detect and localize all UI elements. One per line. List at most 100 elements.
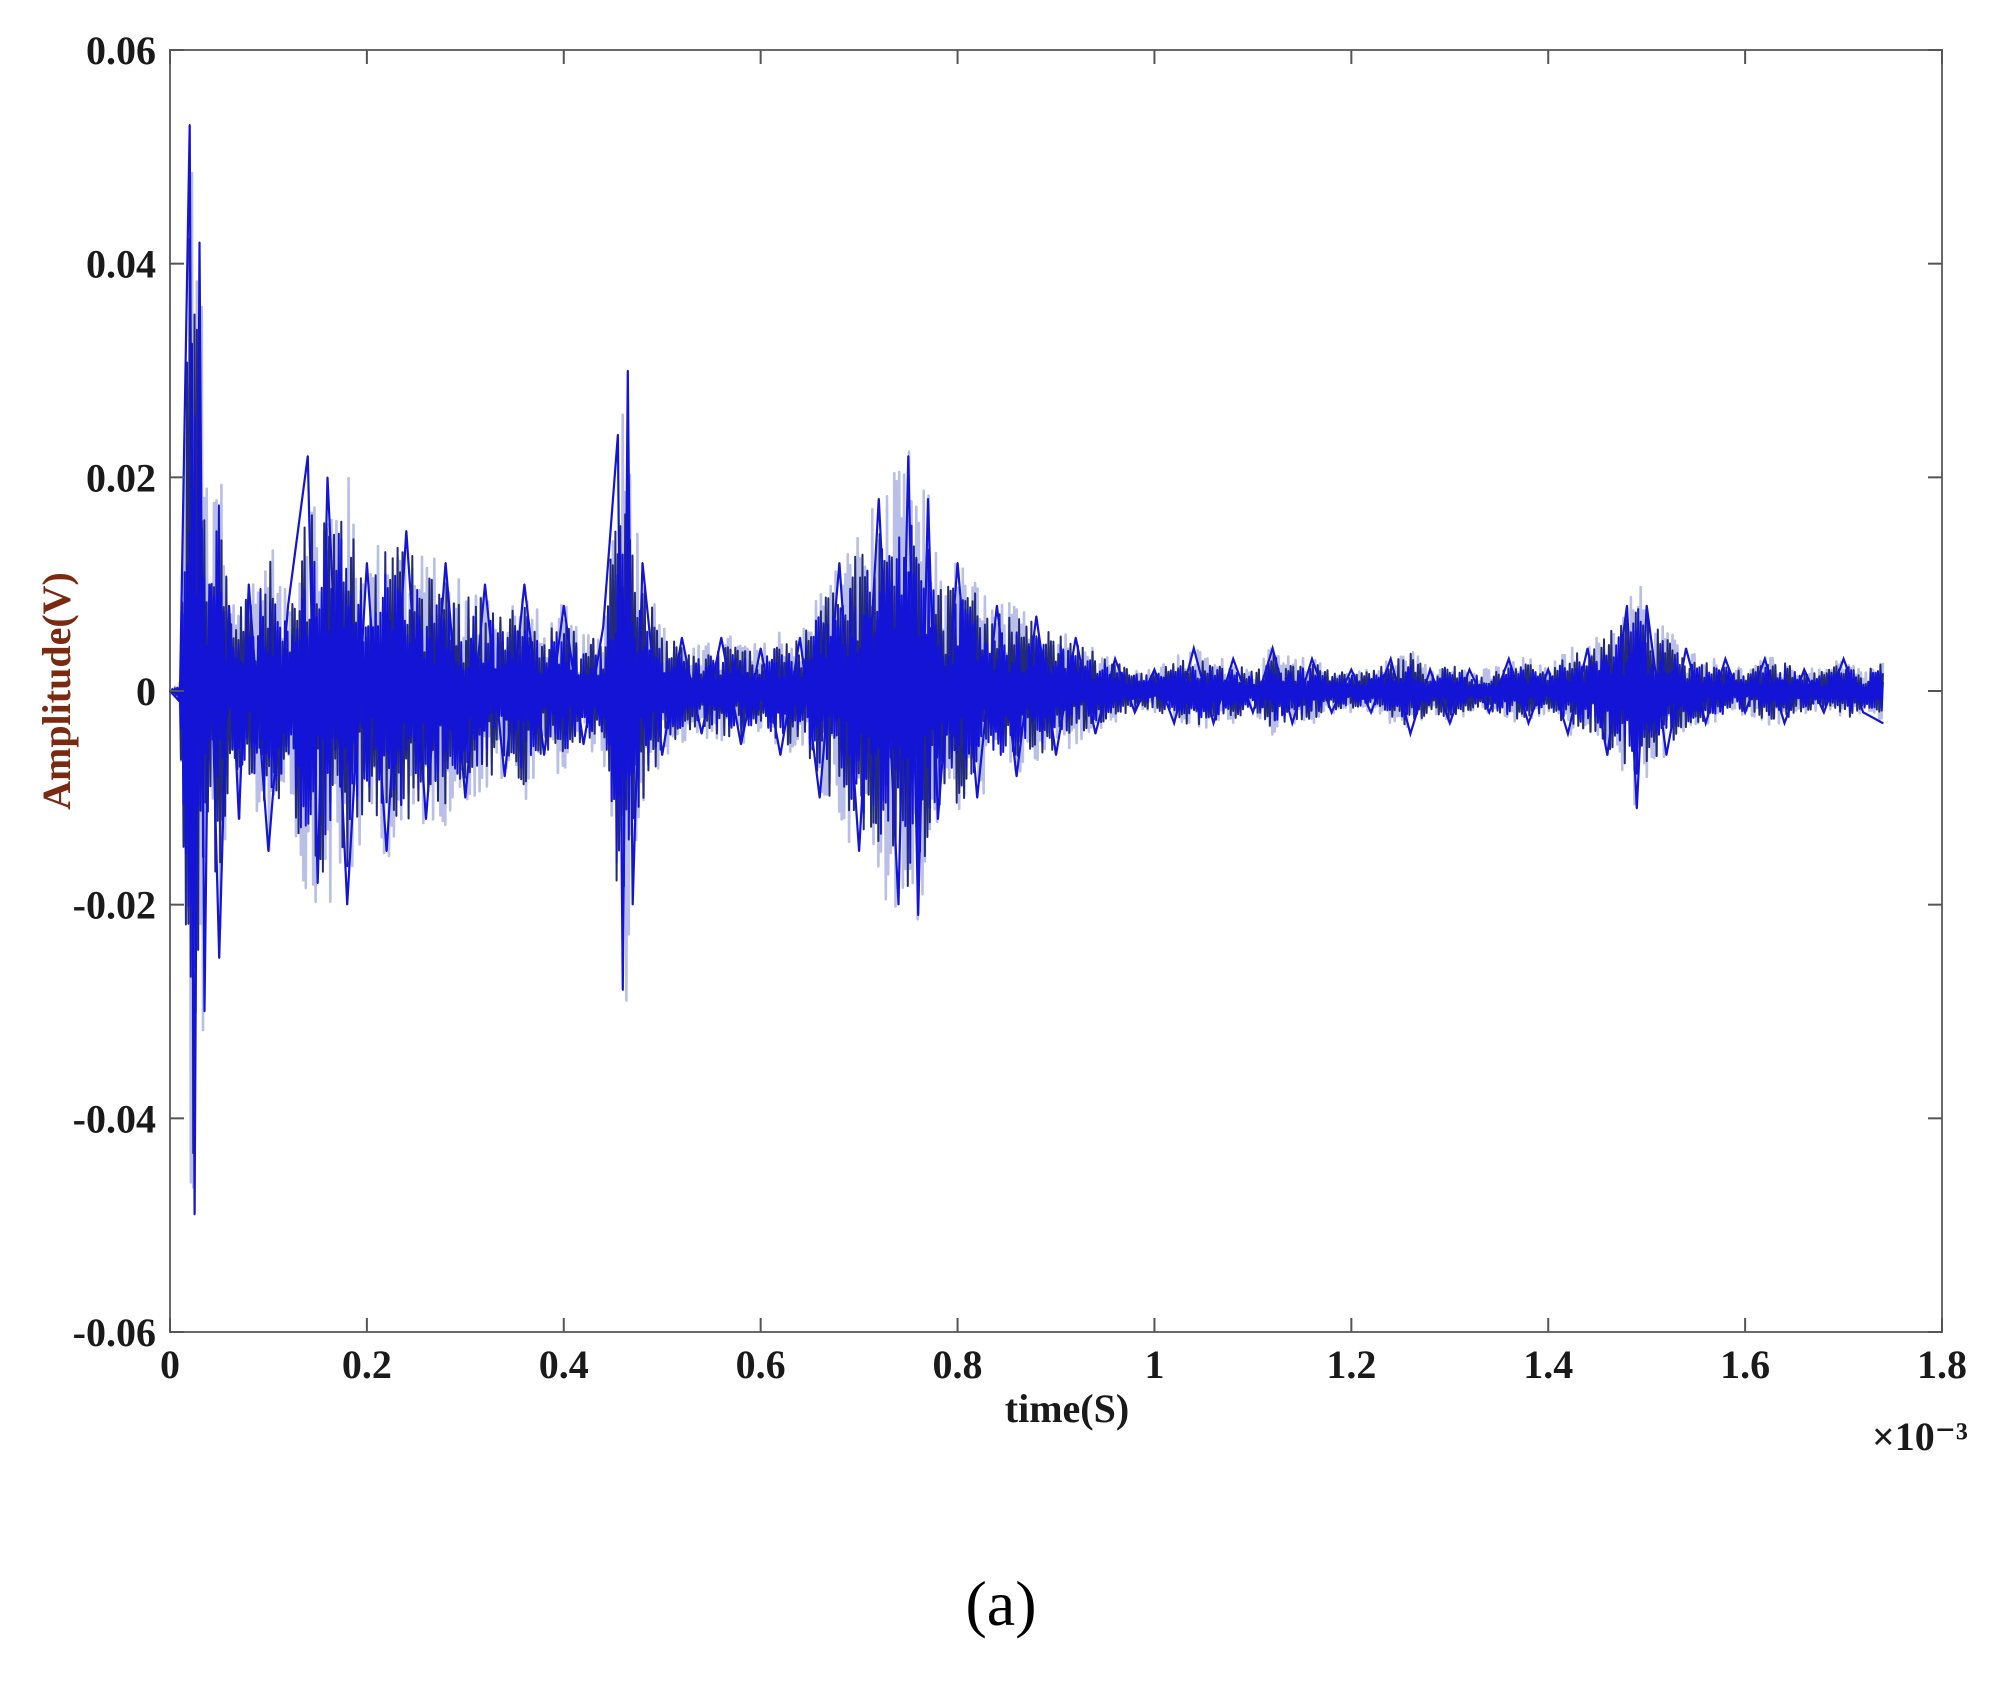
x-tick-label: 0.4: [539, 1342, 589, 1387]
signal-data-point: [1448, 722, 1451, 724]
signal-data-point: [779, 754, 782, 756]
y-tick-label: 0.04: [86, 242, 156, 287]
signal-data-point: [1074, 636, 1077, 639]
signal-data-point: [858, 850, 860, 853]
signal-data-point: [1252, 711, 1254, 714]
x-axis-label: time(S): [1005, 1386, 1129, 1431]
signal-data-point: [907, 455, 910, 457]
y-tick-labels: 0.06 0.04 0.02 0 -0.02 -0.04 -0.06: [73, 28, 156, 1355]
signal-data-point: [631, 903, 634, 906]
signal-data-point: [1370, 711, 1372, 714]
x-tick-label: 1: [1144, 1342, 1164, 1387]
y-tick-label: -0.02: [73, 883, 156, 928]
y-tick-label: -0.04: [73, 1096, 156, 1141]
x-tick-label: 1.4: [1523, 1342, 1573, 1387]
signal-data-point: [247, 583, 250, 585]
y-tick-label: 0.02: [86, 455, 156, 500]
signal-data-point: [1330, 711, 1333, 714]
signal-data-point: [1606, 754, 1609, 756]
signal-data-point: [1636, 807, 1638, 810]
signal-data-point: [405, 529, 408, 532]
signal-data-point: [218, 957, 221, 959]
signal-data-point: [267, 850, 270, 853]
axis-ticks: [169, 49, 1943, 1333]
signal-data-point: [700, 732, 703, 735]
signal-data-point: [1094, 732, 1097, 735]
signal-data-point: [1665, 754, 1668, 756]
signal-data-point: [346, 903, 349, 906]
signal-data-point: [238, 818, 240, 820]
signal-data-point: [622, 989, 624, 991]
signal-data-point: [1764, 658, 1766, 660]
signal-data-point: [1291, 722, 1294, 724]
x-tick-label: 1.2: [1326, 1342, 1376, 1387]
x-tick-labels: 0 0.2 0.4 0.6 0.8 1 1.2 1.4 1.6 1.8: [160, 1342, 1967, 1387]
signal-data-point: [1409, 732, 1412, 735]
signal-data-point: [523, 583, 526, 585]
signal-data-point: [287, 604, 289, 607]
x-tick-label: 1.8: [1917, 1342, 1967, 1387]
signal-data-point: [228, 604, 230, 607]
x-tick-label: 0.6: [736, 1342, 786, 1387]
signal-data-point: [193, 1213, 196, 1216]
signal-data-point: [188, 123, 191, 126]
signal-data-point: [198, 241, 201, 244]
signal-data-point: [1823, 711, 1825, 714]
signal-data-point: [976, 797, 979, 799]
signal-data-point: [838, 562, 841, 564]
signal-data-point: [385, 850, 388, 853]
signal-data-point: [878, 497, 880, 500]
signal-series-layer: [169, 123, 1884, 1216]
signal-data-point: [1311, 658, 1313, 660]
signal-data-point: [641, 562, 644, 564]
y-tick-label: -0.06: [73, 1310, 156, 1355]
signal-data-point: [1271, 647, 1274, 650]
signal-data-point: [1645, 604, 1648, 607]
signal-data-point: [1055, 754, 1057, 756]
signal-data-point: [897, 903, 900, 906]
signal-data-point: [1704, 722, 1707, 724]
y-axis-label: Amplitude(V): [34, 572, 79, 810]
signal-data-point: [917, 914, 919, 917]
signal-data-point: [484, 583, 486, 585]
signal-data-point: [996, 604, 998, 607]
signal-data-point: [759, 647, 762, 650]
signal-data-point: [799, 636, 801, 639]
signal-data-point: [366, 562, 368, 564]
signal-data-point: [956, 562, 959, 564]
signal-data-point: [444, 562, 447, 564]
signal-data-point: [1429, 668, 1431, 671]
signal-data-point: [1468, 668, 1471, 671]
signal-data-point: [740, 743, 742, 746]
y-tick-label: 0: [136, 669, 156, 714]
signal-data-point: [937, 818, 939, 820]
signal-data-point: [1212, 722, 1215, 724]
signal-data-point: [1350, 668, 1353, 671]
signal-data-point: [626, 369, 629, 372]
signal-data-point: [203, 1010, 206, 1013]
x-tick-label: 1.6: [1720, 1342, 1770, 1387]
signal-data-point: [1626, 604, 1628, 607]
signal-data-point: [1153, 668, 1156, 671]
figure-caption: (a): [965, 1568, 1036, 1639]
signal-data-point: [464, 797, 467, 799]
signal-data-point: [425, 818, 427, 820]
signal-data-point: [307, 455, 309, 457]
x-tick-label: 0.2: [342, 1342, 392, 1387]
signal-data-point: [1133, 711, 1136, 714]
signal-data-point: [562, 604, 565, 607]
signal-data-point: [1862, 711, 1865, 714]
signal-data-point: [1173, 722, 1175, 724]
y-tick-label: 0.06: [86, 28, 156, 73]
signal-data-point: [1803, 668, 1805, 671]
signal-data-point: [1114, 658, 1116, 660]
signal-data-point: [208, 583, 211, 585]
signal-data-point: [681, 636, 683, 639]
signal-data-point: [1488, 711, 1490, 714]
signal-data-point: [661, 754, 664, 756]
signal-data-point: [1527, 722, 1530, 724]
signal-data-point: [1015, 775, 1018, 778]
signal-data-point: [818, 797, 821, 799]
signal-data-point: [1724, 658, 1727, 660]
